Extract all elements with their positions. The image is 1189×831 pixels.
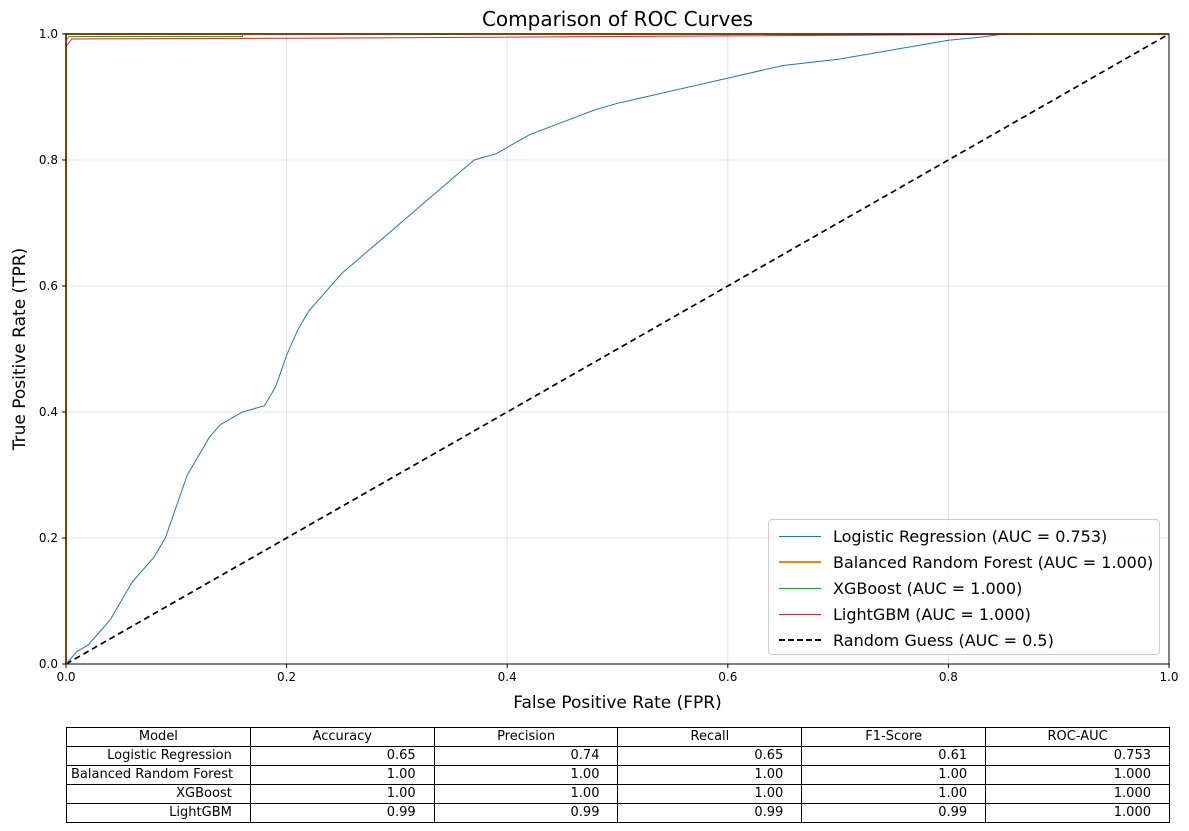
- table-header-cell: Recall: [617, 727, 803, 747]
- table-cell: 0.74: [433, 746, 619, 766]
- legend-label: Random Guess (AUC = 0.5): [833, 630, 1054, 650]
- table-cell: 1.00: [801, 784, 987, 804]
- y-tick-label: 0.2: [39, 531, 58, 545]
- x-tick-label: 0.2: [277, 670, 296, 684]
- chart-title: Comparison of ROC Curves: [482, 7, 753, 31]
- table-row: Balanced Random Forest 1.00 1.00 1.00 1.00 1.…: [66, 765, 1170, 785]
- legend-item: LightGBM (AUC = 1.000): [769, 601, 1159, 627]
- table-cell: 0.99: [801, 803, 987, 823]
- legend-item: Balanced Random Forest (AUC = 1.000): [769, 549, 1159, 575]
- x-tick-label: 0.6: [718, 670, 737, 684]
- legend-label: Logistic Regression (AUC = 0.753): [833, 526, 1108, 546]
- table-cell: 1.00: [801, 765, 987, 785]
- x-tick-label: 0.8: [939, 670, 958, 684]
- table-cell: 1.00: [617, 765, 803, 785]
- table-cell: 0.99: [433, 803, 619, 823]
- table-cell: LightGBM: [66, 803, 251, 823]
- table-header-cell: F1-Score: [801, 727, 987, 747]
- table-cell: Balanced Random Forest: [66, 765, 251, 785]
- table-header-cell: Model: [66, 727, 251, 747]
- table-cell: 1.00: [433, 765, 619, 785]
- table-cell: 1.000: [985, 803, 1170, 823]
- y-tick-label: 0.8: [39, 153, 58, 167]
- plot-frame: [65, 33, 1170, 665]
- table-cell: 0.753: [985, 746, 1170, 766]
- table-cell: XGBoost: [66, 784, 251, 804]
- table-header-row: Model Accuracy Precision Recall F1-Score ROC-…: [66, 727, 1170, 747]
- legend-item: Random Guess (AUC = 0.5): [769, 627, 1159, 653]
- table-cell: 0.61: [801, 746, 987, 766]
- legend-item: Logistic Regression (AUC = 0.753): [769, 523, 1159, 549]
- series-line-4: [65, 33, 1170, 665]
- legend-label: LightGBM (AUC = 1.000): [833, 604, 1031, 624]
- legend-swatch: [779, 561, 821, 563]
- legend-swatch: [779, 587, 821, 589]
- table-cell: 0.65: [249, 746, 435, 766]
- table-body: Logistic Regression 0.65 0.74 0.65 0.61 0.753…: [66, 746, 1170, 823]
- y-tick-label: 0.4: [39, 405, 58, 419]
- x-tick-label: 1.0: [1159, 670, 1178, 684]
- y-tick-label: 0.6: [39, 279, 58, 293]
- legend-label: XGBoost (AUC = 1.000): [833, 578, 1023, 598]
- chart-legend: Logistic Regression (AUC = 0.753) Balance…: [768, 519, 1160, 655]
- table-row: LightGBM 0.99 0.99 0.99 0.99 1.000: [66, 803, 1170, 823]
- metrics-table: Model Accuracy Precision Recall F1-Score ROC-…: [66, 727, 1170, 823]
- x-tick-label: 0.4: [498, 670, 517, 684]
- table-cell: 0.99: [249, 803, 435, 823]
- table-row: XGBoost 1.00 1.00 1.00 1.00 1.000: [66, 784, 1170, 804]
- table-row: Logistic Regression 0.65 0.74 0.65 0.61 0.753: [66, 746, 1170, 766]
- legend-swatch: [779, 535, 821, 537]
- x-tick-label: 0.0: [56, 670, 75, 684]
- legend-swatch: [779, 613, 821, 615]
- y-tick-label: 0.0: [39, 657, 58, 671]
- table-header-cell: Precision: [433, 727, 619, 747]
- legend-swatch: [779, 639, 821, 641]
- legend-item: XGBoost (AUC = 1.000): [769, 575, 1159, 601]
- table-cell: 0.65: [617, 746, 803, 766]
- x-axis-label: False Positive Rate (FPR): [513, 693, 722, 713]
- table-cell: 1.000: [985, 765, 1170, 785]
- table-header-cell: Accuracy: [249, 727, 435, 747]
- table-header-cell: ROC-AUC: [985, 727, 1170, 747]
- table-cell: Logistic Regression: [66, 746, 251, 766]
- table-cell: 1.00: [617, 784, 803, 804]
- table-cell: 1.00: [249, 765, 435, 785]
- table-cell: 1.00: [249, 784, 435, 804]
- ticks-layer: 0.0 0.2 0.4 0.6 0.8 1.0 0.0 0.2 0.4 0.6 0.8 1.0: [39, 27, 1179, 684]
- y-axis-label: True Positive Rate (TPR): [10, 248, 30, 452]
- table-cell: 1.000: [985, 784, 1170, 804]
- y-tick-label: 1.0: [39, 27, 58, 41]
- table-cell: 1.00: [433, 784, 619, 804]
- legend-label: Balanced Random Forest (AUC = 1.000): [833, 552, 1154, 572]
- series-line-0: [65, 33, 1169, 665]
- table-cell: 0.99: [617, 803, 803, 823]
